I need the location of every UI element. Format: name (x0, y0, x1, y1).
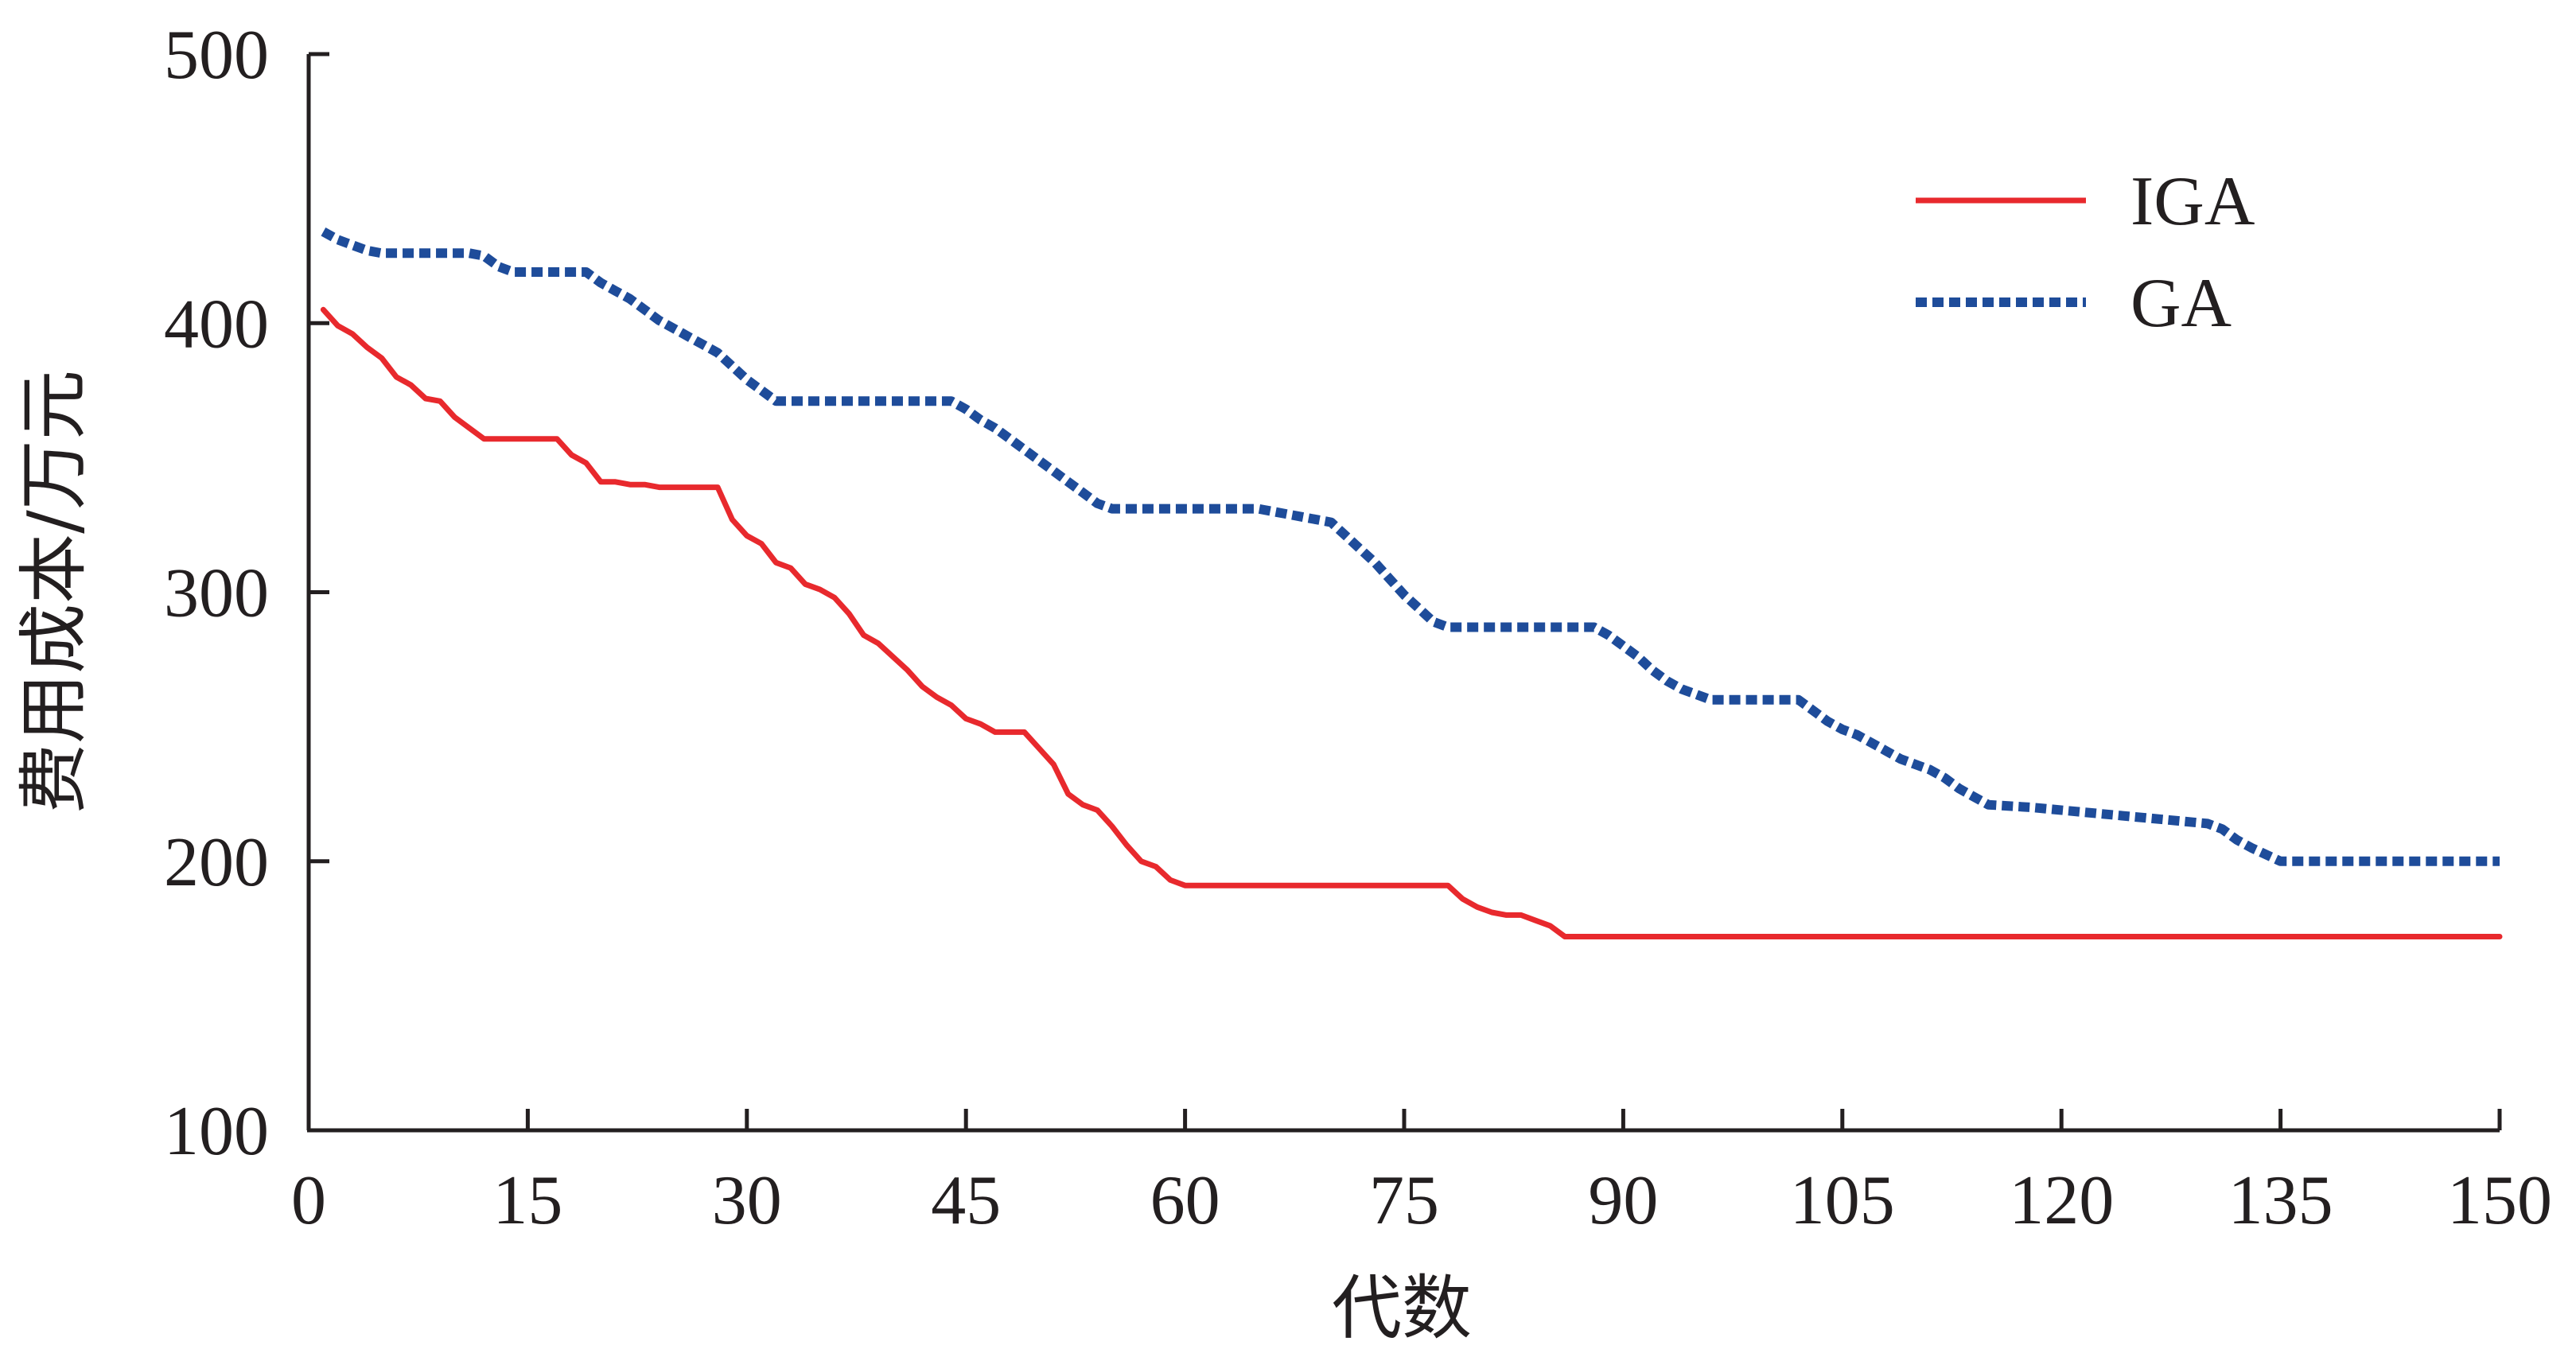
y-ticks: 100 200 300 400 500 (164, 17, 329, 1170)
x-tick-label: 150 (2447, 1162, 2552, 1239)
x-axis-title: 代数 (1332, 1267, 1472, 1349)
plot-area: 100 200 300 400 500 0 15 30 45 60 75 90 105 120 135 15… (164, 17, 2552, 1239)
y-axis-title: 费用成本/万元 (13, 370, 95, 814)
y-tick-label: 200 (164, 824, 269, 901)
x-tick-label: 45 (931, 1162, 1001, 1239)
x-tick-label: 90 (1588, 1162, 1658, 1239)
x-tick-label: 60 (1150, 1162, 1220, 1239)
x-tick-label: 30 (712, 1162, 782, 1239)
x-ticks: 0 15 30 45 60 75 90 105 120 135 150 (291, 1109, 2552, 1239)
x-tick-label: 120 (2009, 1162, 2114, 1239)
y-tick-label: 100 (164, 1093, 269, 1170)
legend-label-iga: IGA (2130, 163, 2255, 240)
series-line-iga (320, 306, 2503, 939)
legend: IGA GA (1916, 163, 2255, 342)
y-tick-label: 400 (164, 286, 269, 363)
y-tick-label: 300 (164, 555, 269, 632)
x-tick-label: 75 (1369, 1162, 1439, 1239)
legend-label-ga: GA (2130, 265, 2232, 342)
x-tick-label: 15 (492, 1162, 562, 1239)
y-tick-label: 500 (164, 17, 269, 94)
x-tick-label: 135 (2228, 1162, 2333, 1239)
series-layer (320, 227, 2503, 939)
x-tick-label: 105 (1790, 1162, 1895, 1239)
x-tick-label: 0 (291, 1162, 326, 1239)
